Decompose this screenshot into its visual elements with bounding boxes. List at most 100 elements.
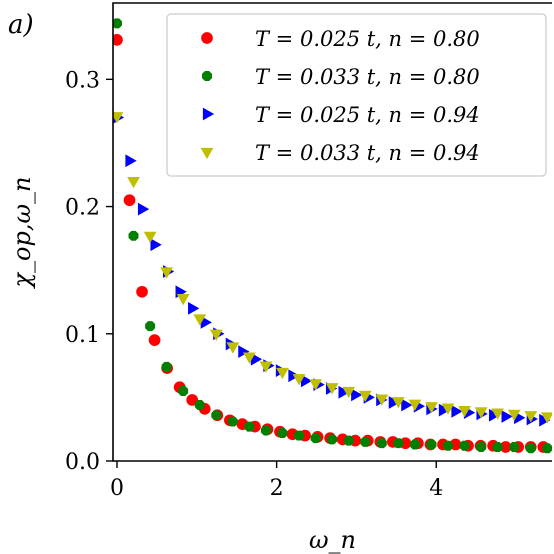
data-point-series-2 (525, 443, 536, 454)
data-point-series-4 (292, 374, 306, 386)
data-point-series-2 (128, 230, 139, 241)
data-point-series-4 (391, 397, 405, 409)
data-point-series-2 (376, 438, 387, 449)
data-point-series-4 (325, 383, 339, 395)
data-point-series-4 (507, 409, 521, 422)
data-point-series-2 (393, 438, 404, 449)
data-point-series-2 (194, 400, 205, 411)
data-point-series-2 (145, 321, 156, 332)
data-point-series-2 (244, 421, 255, 432)
data-point-series-2 (113, 18, 122, 29)
data-point-series-4 (160, 267, 174, 279)
y-tick-label: 0.3 (65, 68, 100, 93)
data-point-series-3 (238, 345, 250, 358)
data-point-series-4 (474, 407, 488, 419)
data-point-series-2 (360, 436, 371, 447)
data-point-series-4 (226, 342, 240, 354)
x-tick-label: 0 (110, 476, 124, 501)
legend-item: T = 0.025 t, n = 0.80 (201, 27, 480, 51)
legend-item: T = 0.033 t, n = 0.94 (200, 141, 480, 165)
data-point-series-4 (425, 402, 438, 414)
legend-label: T = 0.025 t, n = 0.80 (255, 27, 480, 51)
data-point-series-1 (136, 285, 148, 298)
data-point-series-1 (113, 34, 123, 46)
legend-marker (202, 71, 212, 81)
data-point-series-4 (176, 294, 190, 306)
data-point-series-4 (342, 386, 356, 399)
data-point-series-3 (539, 413, 551, 427)
data-point-series-3 (150, 238, 162, 252)
axes: 0 2 4 0.0 0.1 0.2 0.3 (65, 2, 552, 501)
data-point-series-4 (408, 399, 422, 411)
legend-marker (201, 32, 213, 44)
legend: T = 0.025 t, n = 0.80 T = 0.033 t, n = 0.… (166, 13, 547, 177)
data-point-series-3 (300, 374, 313, 388)
data-point-series-3 (137, 202, 150, 216)
legend-label: T = 0.033 t, n = 0.94 (255, 141, 480, 165)
data-point-series-2 (161, 361, 172, 372)
data-point-series-3 (188, 301, 200, 315)
data-point-series-4 (540, 412, 552, 424)
data-point-series-4 (309, 379, 322, 391)
plot-area (113, 18, 552, 454)
data-point-series-4 (113, 112, 124, 124)
data-point-series-2 (310, 433, 321, 444)
data-point-series-3 (388, 396, 400, 409)
data-point-series-2 (476, 442, 487, 452)
data-point-series-3 (488, 408, 501, 422)
data-point-series-4 (193, 314, 207, 326)
data-point-series-2 (178, 386, 189, 397)
data-point-series-1 (123, 194, 136, 207)
data-point-series-2 (426, 439, 437, 450)
data-point-series-4 (441, 403, 455, 415)
data-point-series-2 (294, 430, 305, 441)
data-points (113, 18, 552, 454)
y-tick-label: 0.1 (65, 323, 100, 348)
x-tick-label: 4 (429, 476, 443, 501)
data-point-series-2 (227, 416, 238, 427)
data-point-series-3 (401, 398, 413, 412)
data-point-series-2 (492, 442, 503, 452)
y-tick-label: 0.0 (65, 450, 100, 475)
data-point-series-2 (343, 435, 354, 446)
legend-item: T = 0.025 t, n = 0.94 (202, 103, 480, 127)
data-point-series-2 (277, 428, 288, 438)
data-point-series-4 (259, 361, 273, 373)
data-point-series-3 (125, 154, 137, 168)
data-point-series-2 (409, 439, 420, 450)
data-point-series-4 (524, 411, 538, 423)
data-point-series-4 (276, 367, 289, 380)
data-point-series-3 (451, 405, 463, 418)
x-axis-label: ω_n (309, 526, 356, 554)
data-point-series-4 (358, 390, 372, 402)
data-point-series-4 (491, 408, 505, 420)
data-point-series-3 (338, 385, 350, 399)
data-point-series-2 (542, 443, 552, 454)
data-point-series-1 (148, 334, 161, 346)
y-axis-label: χ_op,ω_n (8, 176, 36, 289)
data-point-series-4 (375, 394, 389, 406)
data-point-series-3 (438, 403, 451, 417)
legend-item: T = 0.033 t, n = 0.80 (202, 65, 480, 89)
legend-label: T = 0.033 t, n = 0.80 (255, 65, 480, 89)
axes-frame (112, 2, 552, 462)
data-point-series-2 (443, 440, 453, 451)
data-point-series-1 (499, 441, 512, 453)
data-point-series-3 (351, 388, 363, 402)
data-point-series-2 (211, 410, 222, 421)
data-point-series-4 (143, 231, 157, 243)
y-tick-label: 0.2 (65, 196, 100, 221)
panel-label: a) (8, 10, 34, 40)
data-point-series-3 (200, 315, 212, 329)
data-point-series-2 (509, 442, 520, 452)
data-point-series-2 (260, 425, 271, 436)
legend-marker (202, 107, 215, 121)
legend-marker (200, 147, 214, 160)
data-point-series-4 (209, 329, 223, 341)
legend-label: T = 0.025 t, n = 0.94 (255, 103, 480, 127)
data-point-series-4 (127, 176, 140, 189)
data-point-series-3 (501, 410, 513, 423)
data-point-series-4 (243, 352, 256, 364)
data-point-series-2 (459, 440, 470, 451)
